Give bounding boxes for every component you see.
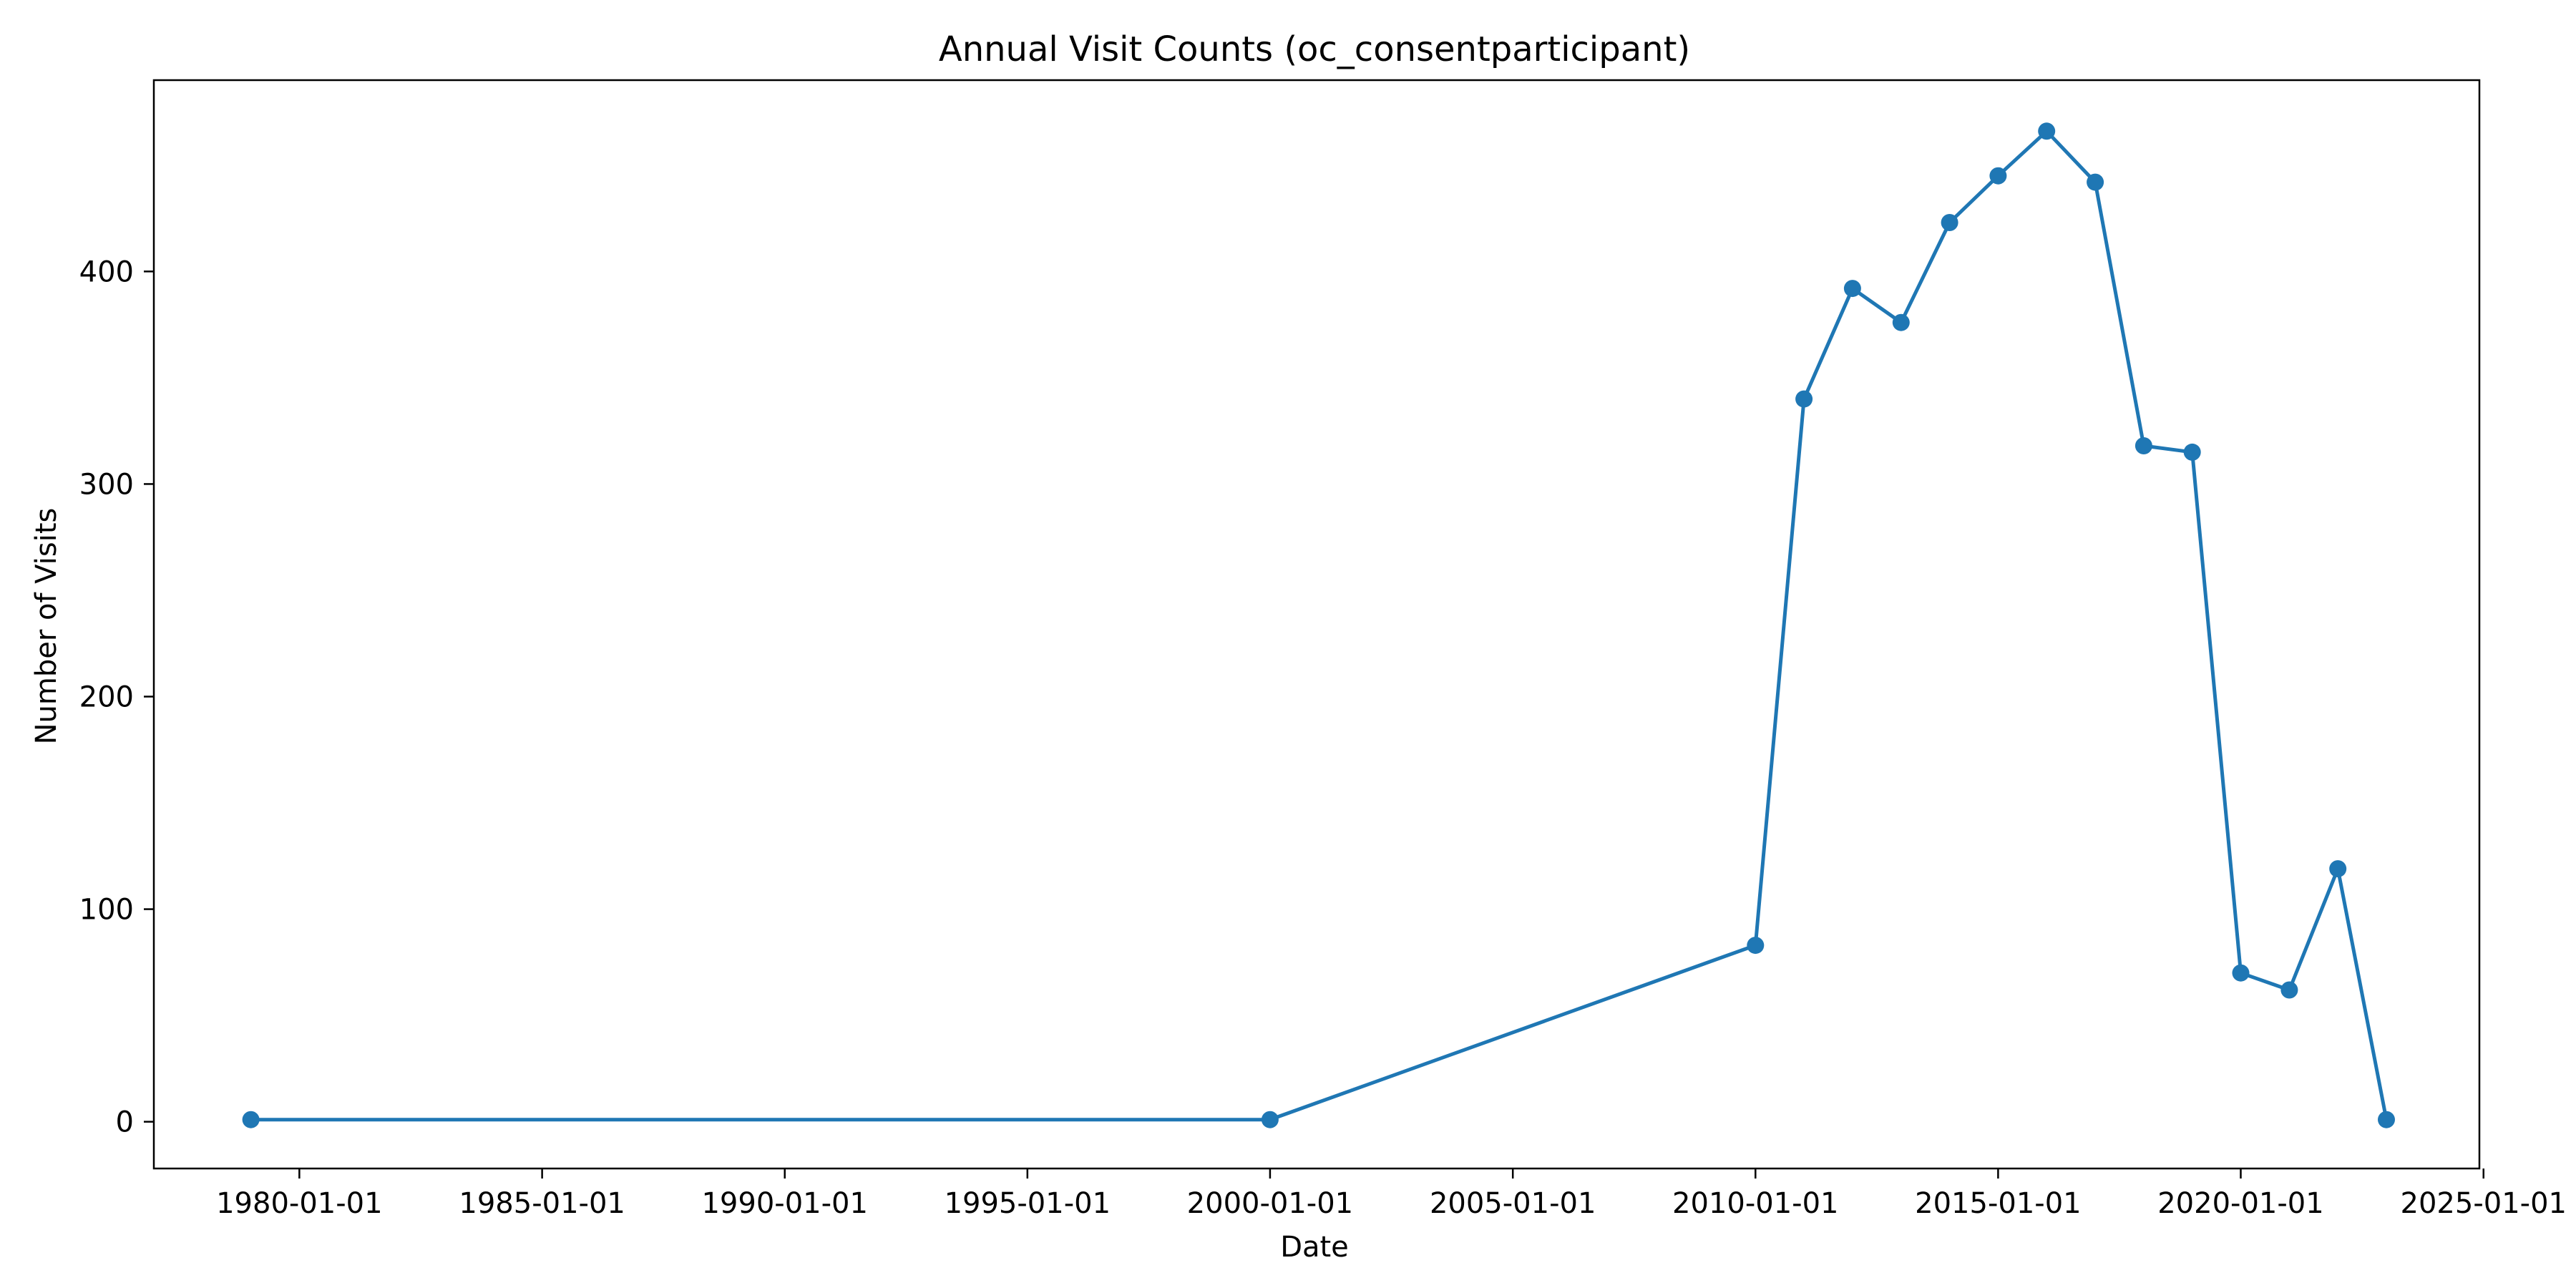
x-tick-label: 1990-01-01 [701, 1187, 867, 1220]
x-axis-label: Date [1280, 1231, 1349, 1264]
data-point [2280, 981, 2298, 999]
data-point [2378, 1111, 2395, 1128]
data-point [1747, 937, 1765, 955]
y-tick-label: 100 [79, 894, 134, 927]
data-point [2038, 122, 2056, 140]
data-point [1843, 280, 1861, 298]
plot-frame [152, 79, 2481, 1170]
y-tick-label: 400 [79, 255, 134, 288]
data-point [2232, 964, 2250, 982]
x-tick-label: 2020-01-01 [2157, 1187, 2323, 1220]
x-tick-label: 1980-01-01 [216, 1187, 382, 1220]
x-tick-label: 2010-01-01 [1672, 1187, 1838, 1220]
data-point [1261, 1111, 1279, 1128]
y-tick-label: 200 [79, 681, 134, 714]
data-point [2087, 173, 2104, 191]
plot-area: 1980-01-01 1985-01-01 1990-01-01 1995-01-01… [79, 79, 2567, 1220]
data-point [1795, 390, 1813, 408]
series-line [249, 129, 2389, 1122]
x-tick-label: 2015-01-01 [1915, 1187, 2081, 1220]
x-tick-label: 1995-01-01 [945, 1187, 1111, 1220]
data-point [2135, 437, 2152, 454]
chart-title: Annual Visit Counts (oc_consentparticipa… [939, 29, 1690, 69]
y-axis-label: Number of Visits [30, 508, 63, 745]
data-point [1989, 167, 2007, 185]
data-point [1892, 313, 1910, 331]
data-point [2329, 860, 2347, 878]
x-tick-label: 2000-01-01 [1187, 1187, 1353, 1220]
x-tick-label: 2005-01-01 [1430, 1187, 1596, 1220]
y-tick-label: 0 [116, 1106, 134, 1139]
y-tick-label: 300 [79, 468, 134, 501]
x-tick-label: 2025-01-01 [2401, 1187, 2567, 1220]
data-point [1941, 214, 1958, 231]
data-point [242, 1111, 260, 1128]
x-tick-label: 1985-01-01 [459, 1187, 625, 1220]
data-point [2183, 443, 2201, 461]
